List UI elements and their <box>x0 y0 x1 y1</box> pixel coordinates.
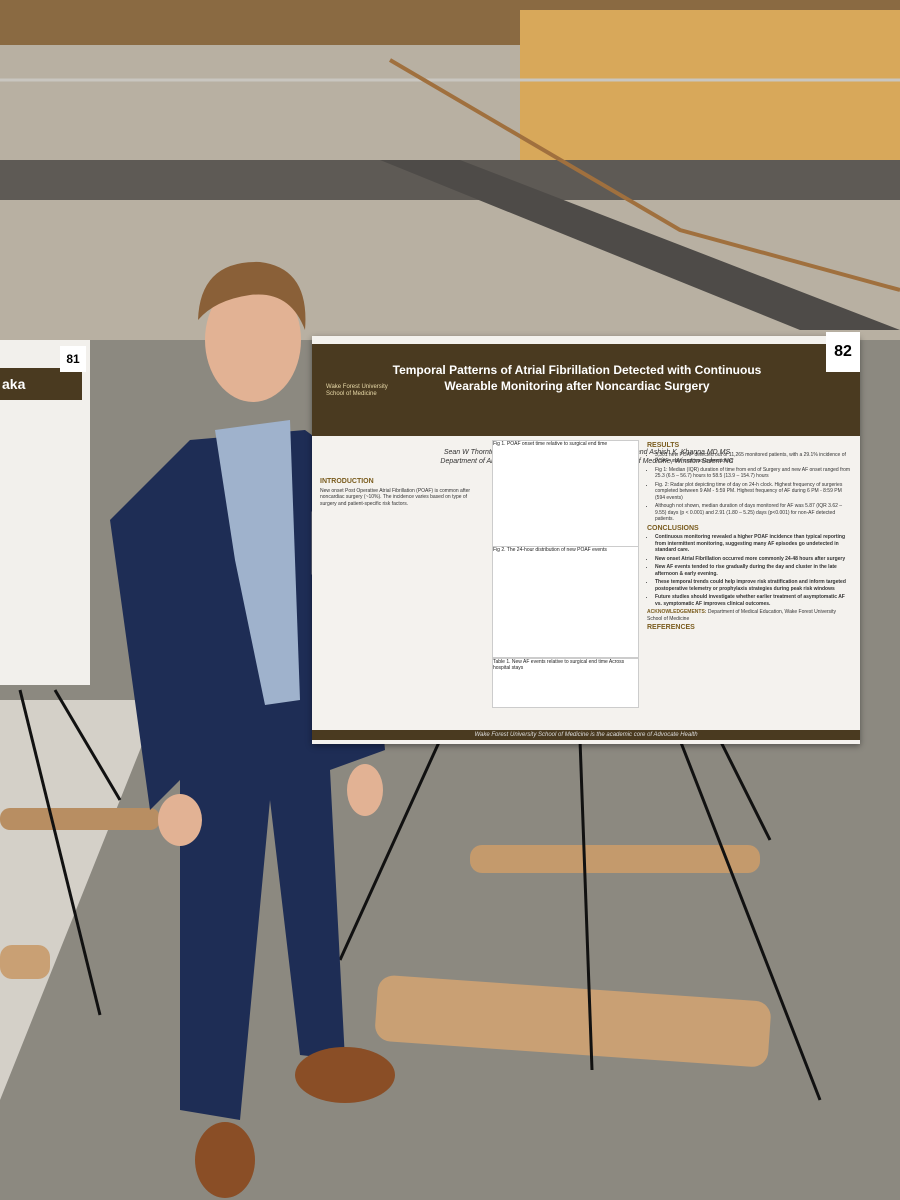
figure-1: Fig 1. POAF onset time relative to surgi… <box>492 440 639 552</box>
neighbor-poster-title: aka <box>0 368 82 400</box>
section-heading: RESULTS <box>647 442 680 449</box>
results-column: RESULTS 3,301 new POAF detected out of 1… <box>647 440 852 634</box>
figure-2: Fig 2. The 24-hour distribution of new P… <box>492 546 639 658</box>
poster-banner: Wake Forest University School of Medicin… <box>312 344 860 436</box>
section-heading: INTRODUCTION <box>320 478 374 485</box>
intro-column: INTRODUCTION New onset Post Operative At… <box>320 476 485 507</box>
bullet: Although not shown, median duration of d… <box>655 503 852 523</box>
poster-tube <box>470 845 760 873</box>
figure-caption: Fig 1. POAF onset time relative to surgi… <box>493 441 608 447</box>
bullet: 3,301 new POAF detected out of 11,265 mo… <box>655 452 852 465</box>
acknowledgements-text: Department of Medical Education, Wake Fo… <box>647 609 837 622</box>
handrail <box>388 58 900 292</box>
staircase <box>380 160 900 330</box>
results-list: 3,301 new POAF detected out of 11,265 mo… <box>647 452 852 523</box>
section-heading: REFERENCES <box>647 624 695 631</box>
conclusions-list: Continuous monitoring revealed a higher … <box>647 534 852 607</box>
bullet: New onset Atrial Fibrillation occurred m… <box>655 556 852 563</box>
institution: Wake Forest University School of Medicin… <box>326 384 388 397</box>
lit-windows <box>520 10 900 160</box>
bullet: Future studies should investigate whethe… <box>655 594 852 607</box>
easel <box>18 689 822 1101</box>
bullet: Continuous monitoring revealed a higher … <box>655 534 852 554</box>
neighbor-poster: aka <box>0 340 90 685</box>
poster-footer: Wake Forest University School of Medicin… <box>312 730 860 740</box>
bullet: New AF events tended to rise gradually d… <box>655 564 852 577</box>
intro-text: New onset Post Operative Atrial Fibrilla… <box>320 487 471 507</box>
figure-caption: Fig 2. The 24-hour distribution of new P… <box>493 547 607 553</box>
table-1: Table 1. New AF events relative to surgi… <box>492 658 639 708</box>
acknowledgements: ACKNOWLEDGEMENTS: Department of Medical … <box>647 609 852 622</box>
poster-title: Temporal Patterns of Atrial Fibrillation… <box>392 363 762 393</box>
bullet: Fig 1: Median (IQR) duration of time fro… <box>655 467 852 480</box>
bullet: These temporal trends could help improve… <box>655 579 852 592</box>
bullet: Fig. 2: Radar plot depicting time of day… <box>655 482 852 502</box>
section-heading: ACKNOWLEDGEMENTS: <box>647 609 707 615</box>
poster-tube <box>0 808 160 830</box>
poster-tube <box>0 945 50 979</box>
section-heading: CONCLUSIONS <box>647 524 699 532</box>
table-caption: Table 1. New AF events relative to surgi… <box>493 659 625 671</box>
neighbor-poster-number: 81 <box>60 346 86 372</box>
poster-tube <box>375 975 771 1067</box>
poster-number: 82 <box>826 332 860 372</box>
poster: Wake Forest University School of Medicin… <box>312 336 860 744</box>
